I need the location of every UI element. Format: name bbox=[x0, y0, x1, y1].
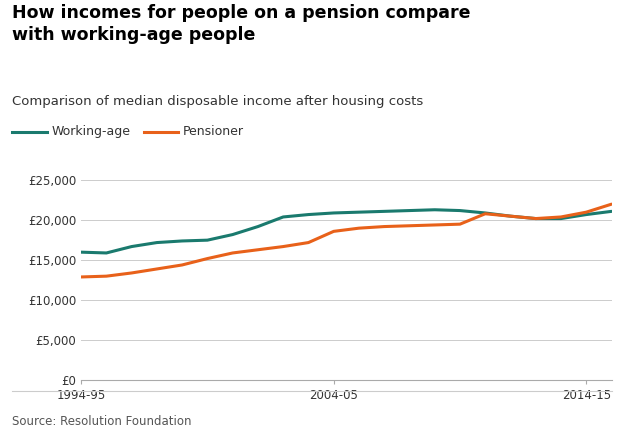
Text: Comparison of median disposable income after housing costs: Comparison of median disposable income a… bbox=[12, 95, 424, 108]
Text: Working-age: Working-age bbox=[52, 125, 131, 138]
Text: BBC: BBC bbox=[558, 405, 593, 420]
Text: Pensioner: Pensioner bbox=[183, 125, 244, 138]
Text: How incomes for people on a pension compare
with working-age people: How incomes for people on a pension comp… bbox=[12, 4, 471, 44]
Text: Source: Resolution Foundation: Source: Resolution Foundation bbox=[12, 415, 192, 428]
